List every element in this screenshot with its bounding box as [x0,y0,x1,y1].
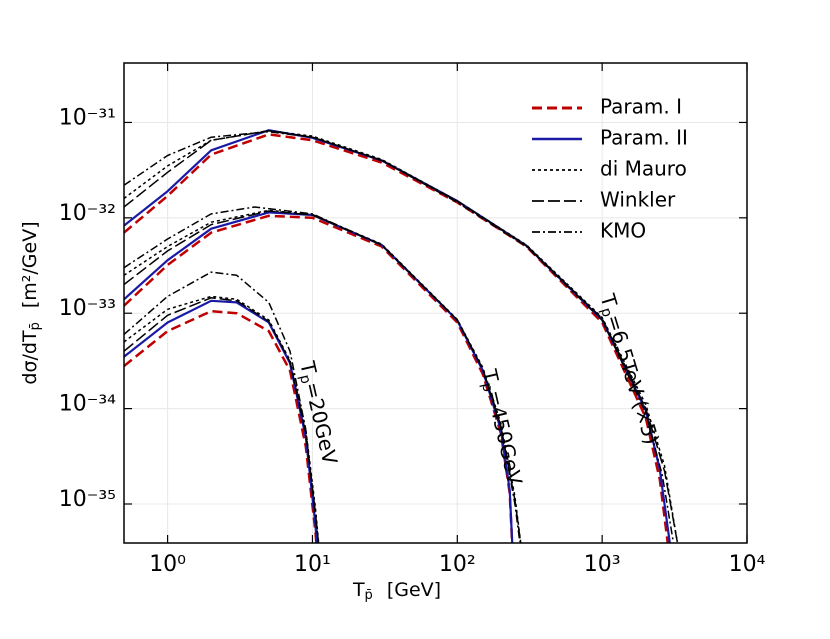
series-line [124,210,522,543]
x-tick-label: 10⁰ [149,552,186,577]
annotation-part: =450GeV [483,388,528,488]
annotation-part: T [478,366,505,385]
legend-label: Param. I [600,95,682,119]
series-line [124,129,679,543]
annotation: Tp=6.5TeV (×5) [593,290,664,448]
annotation-part: T [296,358,323,377]
series-line [124,133,669,543]
x-tick-label: 10² [439,552,476,577]
y-tick-label: 10⁻³¹ [59,105,116,130]
curves [124,129,679,543]
legend-label: Winkler [600,188,676,212]
y-tick-label: 10⁻³⁵ [59,487,116,512]
x-tick-label: 10¹ [294,552,331,577]
annotation: Tp=450GeV [475,366,528,488]
legend-label: di Mauro [600,157,687,181]
legend-label: Param. II [600,126,688,150]
series-line [124,129,679,543]
annotation-sub: p [296,373,314,385]
annotation-part: =6.5TeV (×5) [602,311,664,447]
series-line [124,130,675,543]
axes: 10⁰ 10¹ 10² 10³ 10⁴ 10⁻³⁵ 10⁻³⁴ 10⁻³³ 10⁻³² 10⁻³¹ [59,63,766,577]
series-line [124,295,320,543]
x-axis-label: Tp̄ [GeV] [352,579,441,603]
series-line [124,206,521,543]
series-line [124,211,514,543]
plot-frame [123,62,748,544]
series-line [124,271,320,543]
annotation-sub: p [478,381,496,393]
series-line [124,297,320,543]
y-tick-label: 10⁻³³ [59,296,116,321]
legend: Param. I Param. II di Mauro Winkler KMO [532,95,688,243]
series-line [124,129,671,543]
legend-label: KMO [600,219,646,243]
x-tick-label: 10³ [584,552,621,577]
y-axis-label: dσ/dTp̄[m²/GeV] [19,221,43,384]
y-tick-label: 10⁻³² [59,201,116,226]
y-tick-label: 10⁻³⁴ [59,392,116,417]
x-tick-label: 10⁴ [729,552,766,577]
series-line [124,214,514,543]
